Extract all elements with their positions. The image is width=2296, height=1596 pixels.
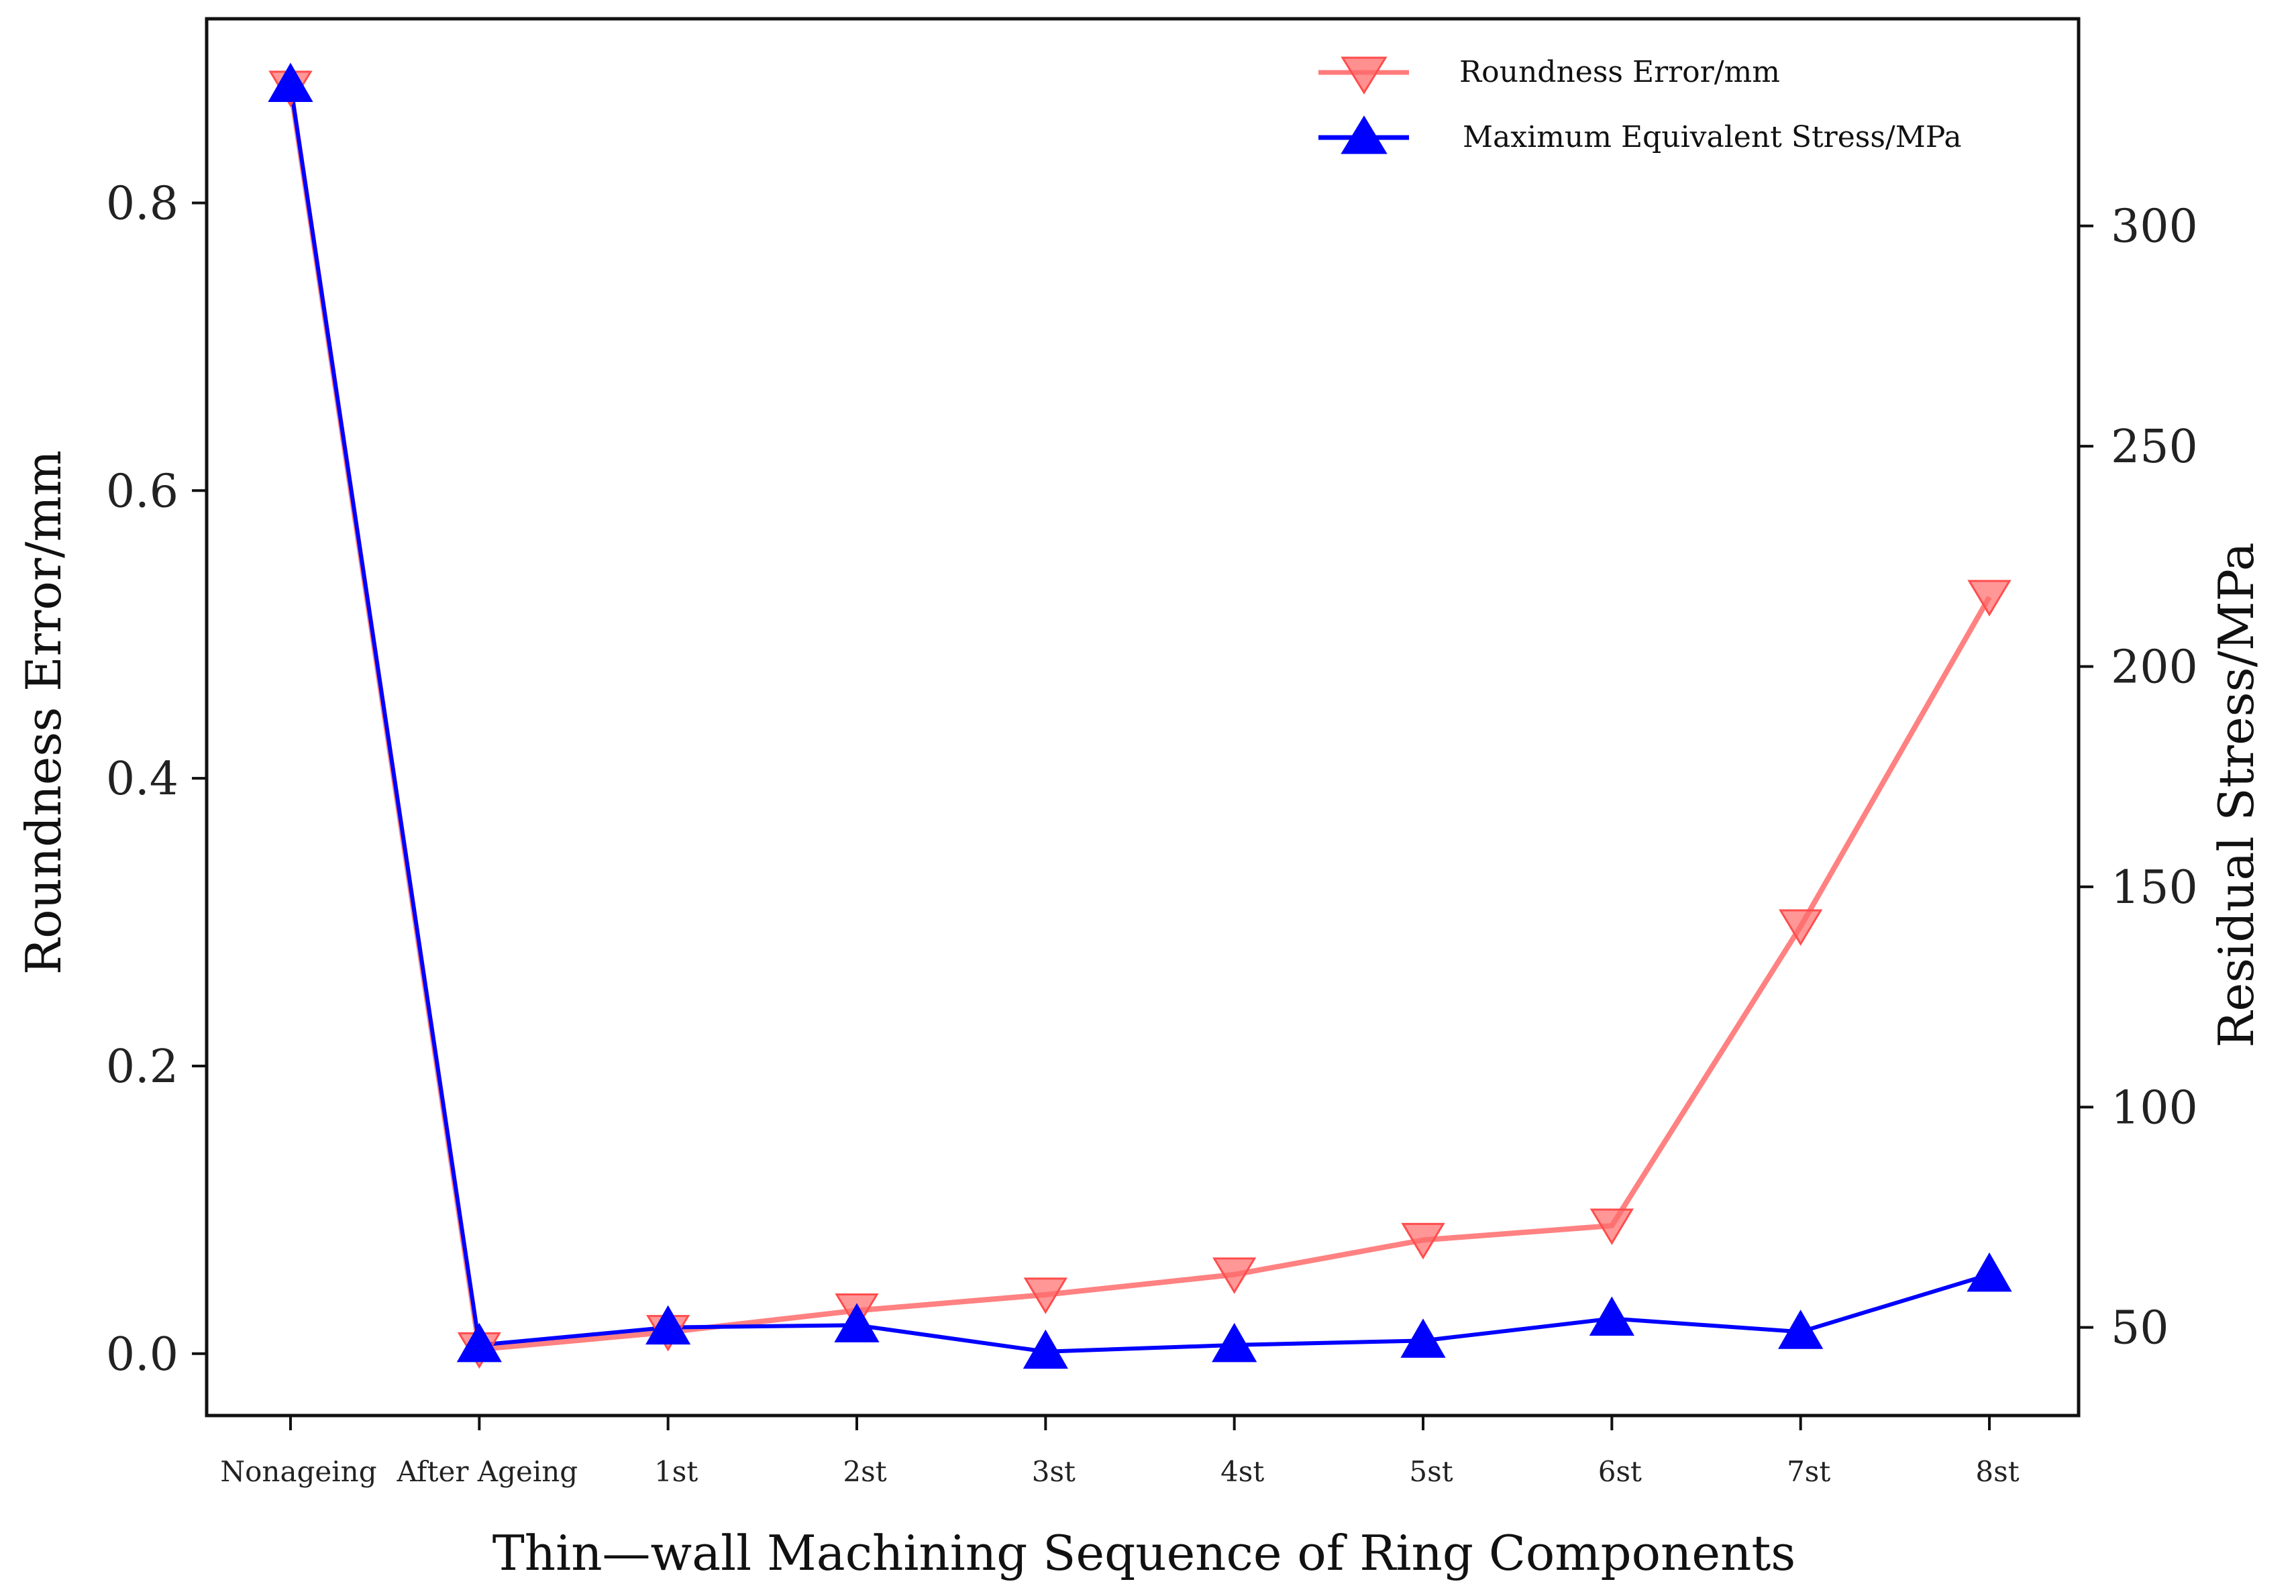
right-y-tick-label: 200 — [2111, 641, 2198, 694]
legend: Roundness Error/mm Maximum Equivalent St… — [1318, 55, 1962, 154]
x-axis: Nonageing After Ageing 1st 2st 3st 4st 5st 6st 7… — [220, 1416, 2020, 1488]
data-point-stress — [268, 62, 313, 103]
series-layer — [268, 62, 2012, 1369]
right-y-axis: 50 100 150 200 250 300 — [2079, 201, 2198, 1355]
left-y-tick-label: 0.2 — [106, 1041, 178, 1094]
data-point-stress — [1589, 1296, 1634, 1336]
data-point-stress — [1778, 1310, 1824, 1349]
right-y-tick-label: 250 — [2111, 421, 2198, 474]
data-point-stress — [1400, 1318, 1446, 1358]
data-point-roundness — [1212, 1257, 1257, 1294]
data-point-roundness — [1401, 1222, 1445, 1260]
right-y-tick-label: 300 — [2111, 201, 2198, 254]
right-y-tick-label: 150 — [2111, 861, 2198, 914]
y-axis-right-title: Residual Stress/MPa — [2208, 542, 2264, 1047]
x-tick-label: 5st — [1409, 1455, 1453, 1488]
data-point-stress — [456, 1322, 502, 1363]
right-y-tick-label: 50 — [2111, 1302, 2169, 1355]
x-tick-label: 6st — [1598, 1455, 1642, 1488]
legend-label-roundness: Roundness Error/mm — [1459, 55, 1780, 89]
series-line-roundness — [288, 87, 1992, 1352]
x-tick-label: 2st — [843, 1455, 886, 1488]
x-tick-label: Nonageing — [220, 1455, 376, 1488]
x-tick-label: 1st — [654, 1455, 698, 1488]
x-tick-label: 3st — [1032, 1455, 1076, 1488]
x-tick-label: 7st — [1787, 1455, 1830, 1488]
plot-frame — [205, 17, 2081, 1418]
x-tick-label: 8st — [1975, 1455, 2019, 1488]
data-point-stress — [645, 1305, 691, 1345]
data-point-roundness — [1589, 1208, 1634, 1245]
left-y-tick-label: 0.4 — [106, 753, 178, 806]
data-point-stress — [1212, 1322, 1257, 1363]
left-y-tick-label: 0.8 — [106, 177, 178, 230]
data-point-roundness — [1967, 580, 2012, 617]
legend-marker-roundness — [1341, 56, 1388, 95]
right-y-tick-label: 100 — [2111, 1081, 2198, 1134]
data-point-roundness — [1023, 1277, 1067, 1314]
y-axis-left-title: Roundness Error/mm — [15, 450, 72, 975]
data-point-stress — [1967, 1252, 2012, 1292]
legend-label-stress: Maximum Equivalent Stress/MPa — [1463, 120, 1962, 154]
data-point-roundness — [1779, 909, 1823, 946]
left-y-tick-label: 0.0 — [106, 1328, 178, 1381]
x-axis-title: Thin—wall Machining Sequence of Ring Com… — [492, 1525, 1795, 1581]
left-y-axis: 0.0 0.2 0.4 0.6 0.8 — [106, 177, 207, 1381]
data-point-stress — [834, 1303, 880, 1342]
series-line-stress — [289, 85, 1990, 1354]
x-tick-label: 4st — [1220, 1455, 1264, 1488]
legend-marker-stress — [1341, 115, 1388, 154]
left-y-tick-label: 0.6 — [106, 465, 178, 518]
data-point-stress — [1023, 1329, 1068, 1369]
x-tick-label: After Ageing — [396, 1455, 578, 1488]
